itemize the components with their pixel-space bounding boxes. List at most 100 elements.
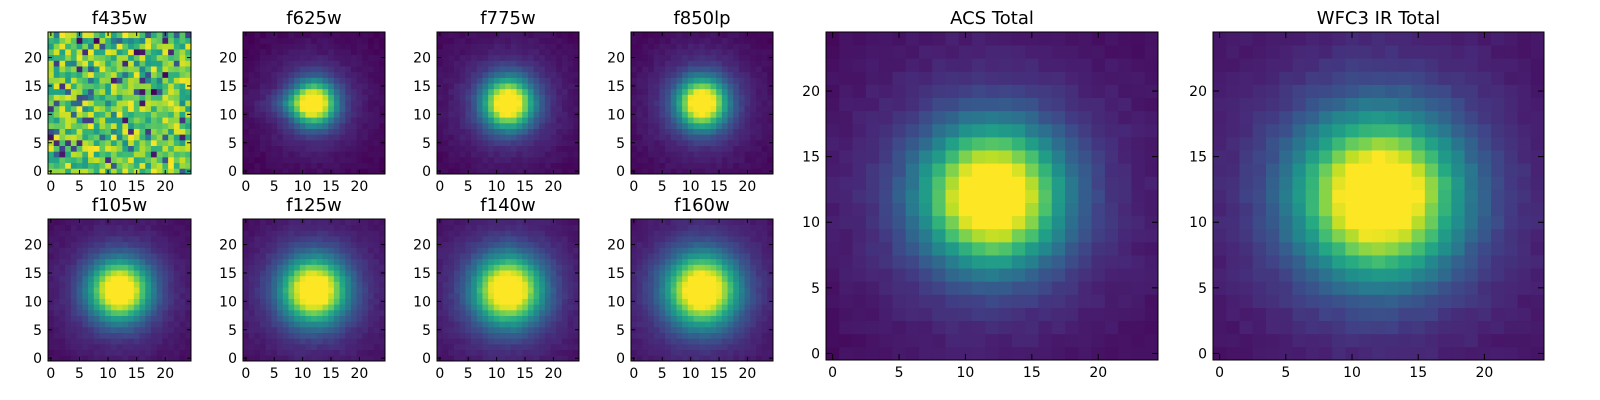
heatmap-cell	[299, 83, 306, 90]
heatmap-cell	[185, 156, 192, 164]
heatmap-cell	[1279, 228, 1293, 243]
heatmap-cell	[294, 117, 301, 124]
heatmap-cell	[316, 49, 323, 56]
heatmap-cell	[710, 128, 717, 135]
heatmap-cell	[1252, 320, 1267, 335]
heatmap-cell	[65, 219, 72, 226]
heatmap-cell	[544, 60, 551, 67]
heatmap-cell	[1318, 333, 1333, 348]
heatmap-cell	[738, 37, 745, 44]
heatmap-cell	[642, 105, 649, 112]
heatmap-cell	[260, 139, 267, 146]
heatmap-cell	[750, 32, 757, 39]
heatmap-cell	[744, 117, 751, 124]
heatmap-cell	[362, 54, 369, 61]
heatmap-cell	[567, 83, 574, 90]
heatmap-cell	[1226, 202, 1240, 217]
heatmap-cell	[356, 162, 363, 169]
heatmap-cell	[958, 58, 973, 72]
heatmap-cell	[328, 145, 335, 152]
heatmap-cell	[539, 32, 546, 39]
heatmap-cell	[556, 111, 563, 118]
heatmap-cell	[727, 100, 734, 107]
heatmap-cell	[333, 275, 340, 282]
heatmap-cell	[373, 275, 380, 282]
heatmap-cell	[865, 176, 880, 190]
heatmap-cell	[505, 77, 512, 84]
heatmap-cell	[99, 66, 106, 73]
heatmap-cell	[665, 66, 672, 73]
heatmap-cell	[173, 224, 180, 231]
heatmap-cell	[892, 123, 907, 138]
heatmap-cell	[105, 94, 112, 101]
heatmap-cell	[1226, 346, 1240, 361]
heatmap-cell	[437, 88, 444, 95]
heatmap-cell	[1265, 333, 1280, 348]
heatmap-cell	[322, 298, 329, 305]
heatmap-cell	[1451, 97, 1465, 112]
heatmap-cell	[145, 128, 152, 135]
heatmap-cell	[93, 145, 100, 152]
heatmap-cell	[1131, 176, 1146, 190]
heatmap-cell	[316, 275, 323, 282]
heatmap-cell	[1438, 45, 1452, 59]
heatmap-cell	[133, 338, 140, 345]
heatmap-cell	[727, 122, 734, 129]
heatmap-cell	[367, 287, 375, 294]
heatmap-cell	[533, 71, 540, 78]
heatmap-cell	[367, 66, 375, 73]
heatmap-cell	[527, 134, 534, 141]
heatmap-cell	[945, 84, 960, 98]
heatmap-cell	[322, 83, 329, 90]
heatmap-cell	[1411, 215, 1426, 230]
heatmap-cell	[145, 43, 152, 50]
heatmap-cell	[88, 281, 95, 288]
heatmap-cell	[905, 123, 920, 138]
heatmap-cell	[282, 66, 289, 73]
heatmap-cell	[345, 298, 352, 305]
heatmap-cell	[356, 111, 363, 118]
heatmap-cell	[1239, 150, 1254, 164]
heatmap-cell	[516, 83, 523, 90]
heatmap-cell	[128, 224, 135, 231]
y-tick-label: 10	[413, 107, 431, 123]
heatmap-cell	[1438, 281, 1452, 295]
heatmap-cell	[733, 134, 740, 141]
heatmap-cell	[738, 54, 745, 61]
heatmap-cell	[710, 32, 717, 39]
heatmap-cell	[156, 321, 163, 328]
heatmap-cell	[70, 275, 77, 282]
heatmap-cell	[322, 71, 329, 78]
heatmap-cell	[288, 315, 295, 322]
heatmap-cell	[311, 88, 318, 95]
heatmap-cell	[1438, 136, 1452, 151]
heatmap-cell	[322, 332, 329, 339]
heatmap-cell	[448, 54, 455, 61]
heatmap-cell	[362, 66, 369, 73]
heatmap-cell	[1530, 71, 1545, 85]
heatmap-cell	[727, 83, 734, 90]
heatmap-cell	[550, 77, 557, 84]
y-tick-label: 20	[413, 51, 431, 67]
heatmap-cell	[744, 122, 751, 129]
heatmap-cell	[116, 270, 123, 277]
heatmap-cell	[305, 145, 312, 152]
heatmap-cell	[1332, 333, 1346, 348]
heatmap-cell	[1491, 136, 1505, 151]
heatmap-cell	[533, 32, 540, 39]
heatmap-cell	[721, 43, 728, 50]
heatmap-cell	[1091, 84, 1106, 98]
heatmap-cell	[150, 230, 158, 237]
heatmap-cell	[454, 168, 461, 175]
heatmap-cell	[367, 168, 375, 175]
heatmap-cell	[328, 156, 335, 164]
heatmap-cell	[139, 264, 146, 271]
heatmap-cell	[179, 219, 186, 226]
heatmap-cell	[972, 333, 986, 348]
heatmap-cell	[539, 134, 546, 141]
heatmap-cell	[1213, 281, 1227, 295]
heatmap-cell	[333, 134, 340, 141]
heatmap-cell	[277, 275, 284, 282]
heatmap-cell	[1131, 163, 1146, 177]
